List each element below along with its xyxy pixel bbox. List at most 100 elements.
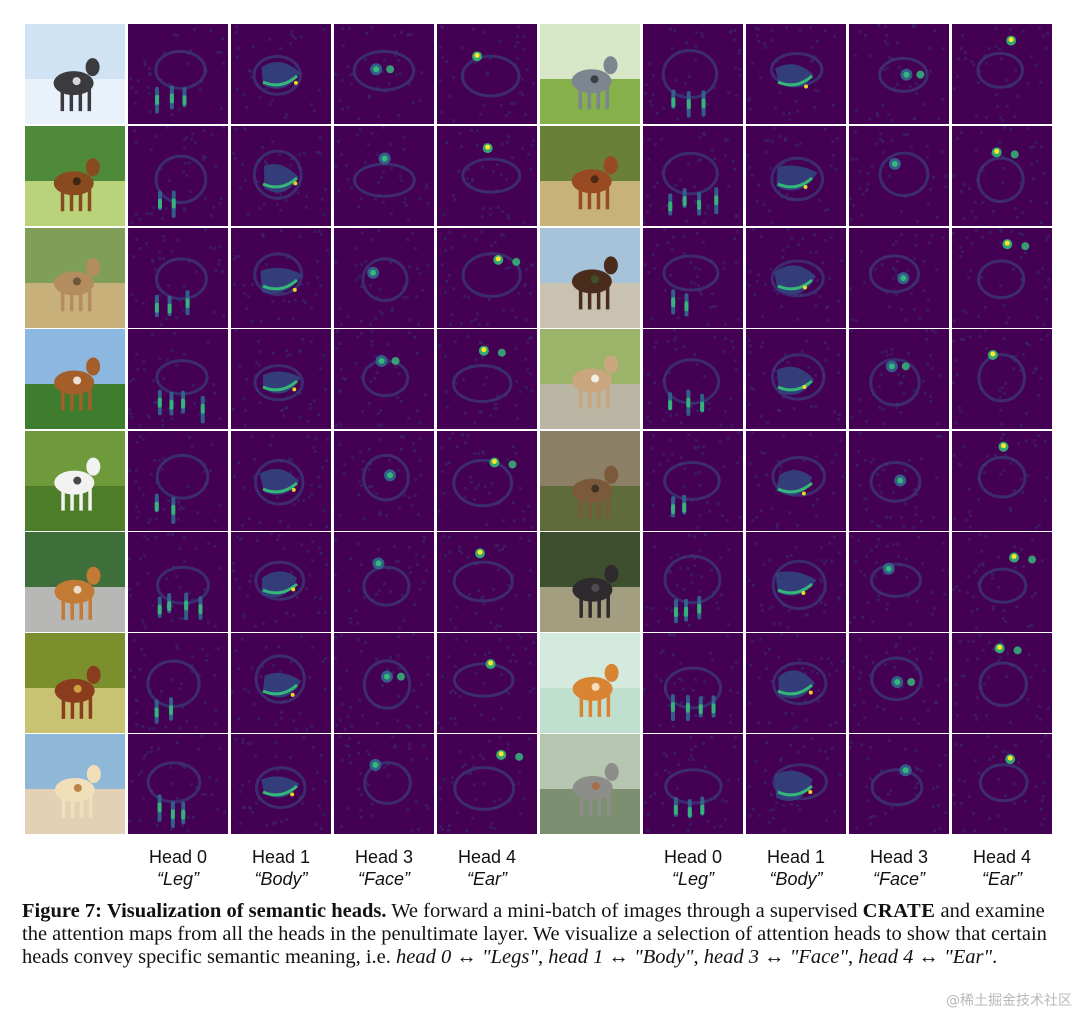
right-attention-horse-dark-head1 — [746, 228, 846, 328]
attention-map — [643, 24, 743, 124]
left-attention-dog-brown-head3 — [437, 633, 537, 733]
right-attention-deer-forest-head1 — [746, 431, 846, 531]
attention-map — [849, 24, 949, 124]
right-attention-deer-forest-head2 — [849, 431, 949, 531]
photo-puppies — [25, 734, 125, 834]
attention-map — [952, 228, 1052, 328]
watermark: @稀土掘金技术社区 — [946, 993, 1072, 1009]
head-semantic: “Ear” — [467, 869, 507, 889]
right-attention-horse-gray-head2 — [849, 24, 949, 124]
photo-shiba-puppy — [540, 633, 640, 733]
attention-map — [746, 633, 846, 733]
attention-map — [952, 431, 1052, 531]
left-attention-beagle-head0 — [128, 532, 228, 632]
attention-map — [952, 734, 1052, 834]
left-photo-cow-brown — [25, 329, 125, 429]
left-attention-horse-brown-head3 — [437, 126, 537, 226]
photo-deer — [540, 329, 640, 429]
attention-map — [128, 24, 228, 124]
right-attention-deer-pair-head3 — [952, 532, 1052, 632]
left-label-head-1: Head 1 “Body” — [231, 846, 331, 890]
photo-deer-pair — [540, 532, 640, 632]
attention-map — [952, 126, 1052, 226]
right-attention-deer-head2 — [849, 329, 949, 429]
attention-map — [643, 633, 743, 733]
head-name: Head 0 — [148, 847, 208, 867]
caption-end: . — [992, 946, 998, 968]
caption-sep-2: , — [693, 946, 704, 968]
attention-map — [746, 228, 846, 328]
caption-arrow-4: ↔ — [913, 946, 945, 968]
attention-map — [128, 329, 228, 429]
left-attention-horse-brown-head2 — [334, 126, 434, 226]
attention-map — [334, 532, 434, 632]
photo-cow-holstein — [25, 431, 125, 531]
right-attention-deer-pair-head2 — [849, 532, 949, 632]
head-name: Head 0 — [663, 847, 723, 867]
attention-map — [231, 329, 331, 429]
right-attention-deer-head1 — [746, 329, 846, 429]
attention-map — [643, 329, 743, 429]
left-attention-cow-brown-head3 — [437, 329, 537, 429]
right-photo-deer-pair — [540, 532, 640, 632]
attention-map — [746, 431, 846, 531]
left-photo-husky — [25, 24, 125, 124]
left-attention-puppies-head2 — [334, 734, 434, 834]
attention-map — [849, 329, 949, 429]
right-attention-horse-dark-head0 — [643, 228, 743, 328]
right-label-head-4: Head 4 “Ear” — [952, 846, 1052, 890]
left-label-head-3: Head 3 “Face” — [334, 846, 434, 890]
head-name: Head 4 — [972, 847, 1032, 867]
right-attention-horse-chestnut-head0 — [643, 126, 743, 226]
left-attention-husky-head2 — [334, 24, 434, 124]
left-attention-monkey-head2 — [334, 228, 434, 328]
right-photo-deer — [540, 329, 640, 429]
attention-map — [849, 633, 949, 733]
attention-map — [231, 431, 331, 531]
attention-map — [643, 431, 743, 531]
head-semantic: “Body” — [769, 869, 823, 889]
right-attention-deer-pair-head1 — [746, 532, 846, 632]
attention-map — [128, 633, 228, 733]
head-semantic: “Leg” — [156, 869, 200, 889]
photo-deer-forest — [540, 431, 640, 531]
attention-map — [437, 329, 537, 429]
left-attention-dog-brown-head0 — [128, 633, 228, 733]
right-photo-horse-dark — [540, 228, 640, 328]
attention-map — [437, 126, 537, 226]
attention-map — [849, 734, 949, 834]
left-attention-cow-holstein-head1 — [231, 431, 331, 531]
caption-arrow-1: ↔ — [451, 946, 482, 968]
right-attention-deer-head0 — [643, 329, 743, 429]
attention-map — [952, 329, 1052, 429]
right-attention-horse-dark-head3 — [952, 228, 1052, 328]
attention-map — [849, 228, 949, 328]
left-attention-dog-brown-head1 — [231, 633, 331, 733]
left-attention-cow-brown-head0 — [128, 329, 228, 429]
attention-map — [437, 532, 537, 632]
right-attention-deer-pair-head0 — [643, 532, 743, 632]
attention-map — [334, 431, 434, 531]
right-label-head-1: Head 1 “Body” — [746, 846, 846, 890]
attention-map — [334, 228, 434, 328]
left-attention-puppies-head1 — [231, 734, 331, 834]
photo-horse-brown — [25, 126, 125, 226]
right-attention-deer-head3 — [952, 329, 1052, 429]
attention-map — [334, 329, 434, 429]
head-name: Head 3 — [869, 847, 929, 867]
head-semantic: “Body” — [254, 869, 308, 889]
left-label-head-4: Head 4 “Ear” — [437, 846, 537, 890]
attention-map — [746, 329, 846, 429]
caption-sep-1: , — [537, 946, 549, 968]
left-attention-puppies-head3 — [437, 734, 537, 834]
caption-arrow-3: ↔ — [759, 946, 790, 968]
attention-map — [334, 126, 434, 226]
left-photo-beagle — [25, 532, 125, 632]
photo-horse-chestnut — [540, 126, 640, 226]
caption-label: Figure 7: — [22, 900, 102, 922]
left-attention-monkey-head0 — [128, 228, 228, 328]
head-semantic: “Leg” — [671, 869, 715, 889]
attention-map — [128, 734, 228, 834]
photo-husky — [25, 24, 125, 124]
attention-map — [952, 532, 1052, 632]
